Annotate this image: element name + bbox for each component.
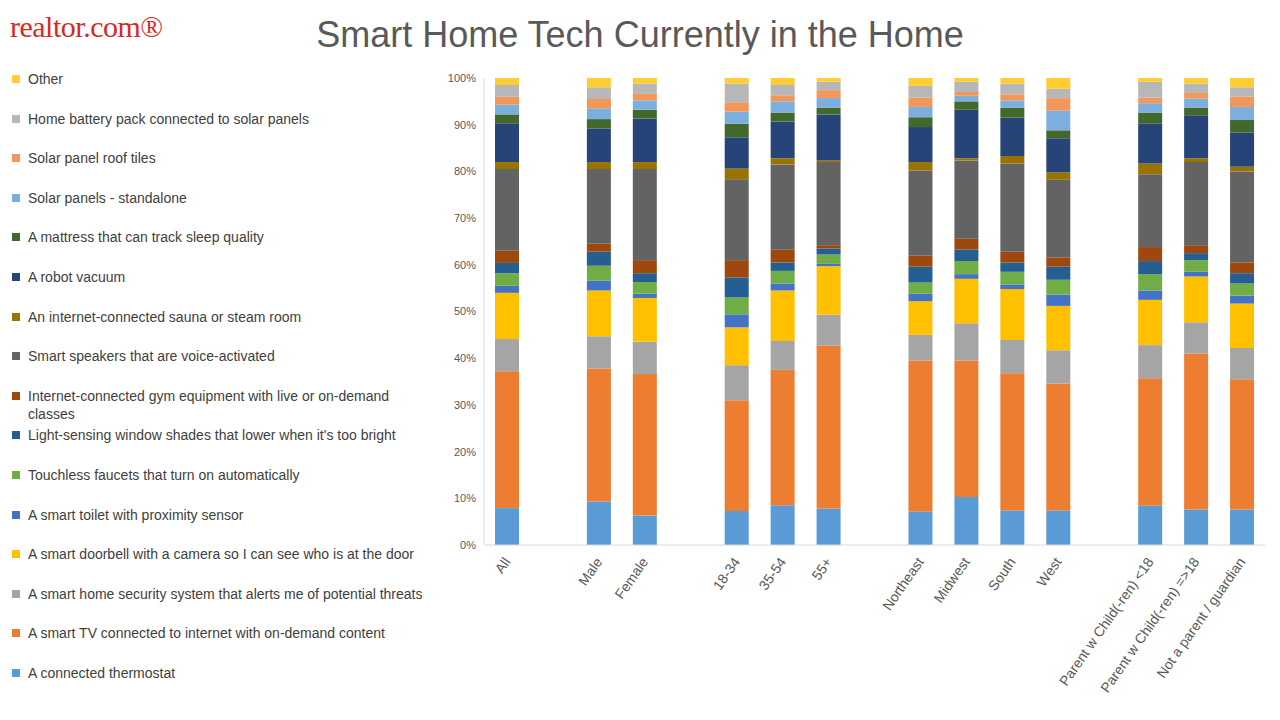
html-text:A smart doorbell with a camera: A smart doorbell with a camera so I can …: [28, 546, 414, 563]
svg-text:Male: Male: [575, 554, 606, 588]
svg-text:40%: 40%: [454, 352, 476, 364]
svg-text:80%: 80%: [454, 165, 476, 177]
html-text:A smart toilet with proximity: A smart toilet with proximity sensor: [28, 506, 244, 523]
svg-text:70%: 70%: [454, 212, 476, 224]
svg-text:10%: 10%: [454, 492, 476, 504]
html-text:An internet-connected sauna or: An internet-connected sauna or steam roo…: [28, 308, 302, 325]
html-text:Home battery pack connected to: Home battery pack connected to solar pan…: [28, 110, 309, 127]
svg-text:60%: 60%: [454, 259, 476, 271]
svg-text:Female: Female: [611, 554, 651, 602]
html-text:realtor.com®: realtor.com®: [10, 10, 163, 43]
svg-text:Parent w Child(-ren) =>18: Parent w Child(-ren) =>18: [1097, 554, 1203, 696]
html-text:Touchless faucets that turn on: Touchless faucets that turn on automatic…: [28, 467, 300, 483]
svg-text:100%: 100%: [448, 72, 476, 84]
html-text:A smart home security system t: A smart home security system that alerts…: [28, 585, 423, 602]
svg-text:Parent w Child(-ren) <18: Parent w Child(-ren) <18: [1055, 554, 1157, 689]
svg-text:18-34: 18-34: [710, 554, 744, 593]
svg-text:30%: 30%: [454, 399, 476, 411]
html-text:Smart Home Tech Currently in t: Smart Home Tech Currently in the Home: [316, 14, 964, 55]
html-text:Solar panel roof tiles: Solar panel roof tiles: [28, 150, 156, 167]
html-text:Light-sensing window shades th: Light-sensing window shades that lower w…: [28, 427, 396, 444]
html-text:Smart speakers that are voice-: Smart speakers that are voice-activated: [28, 348, 275, 365]
html-text:A smart TV connected to intern: A smart TV connected to internet with on…: [28, 625, 385, 642]
html-text:Solar panels - standalone: Solar panels - standalone: [28, 189, 187, 206]
svg-text:All: All: [491, 554, 513, 576]
svg-text:90%: 90%: [454, 119, 476, 131]
svg-text:West: West: [1033, 554, 1064, 589]
svg-text:Not a parent / guardian: Not a parent / guardian: [1153, 554, 1248, 680]
svg-text:35-54: 35-54: [755, 554, 789, 593]
svg-text:55+: 55+: [808, 554, 835, 583]
svg-text:South: South: [985, 554, 1019, 593]
svg-text:50%: 50%: [454, 305, 476, 317]
svg-text:Northeast: Northeast: [879, 554, 927, 613]
svg-text:0%: 0%: [460, 539, 476, 551]
svg-text:20%: 20%: [454, 446, 476, 458]
html-text:A connected thermostat: A connected thermostat: [28, 665, 176, 681]
html-text:Internet-connected gym equipme: Internet-connected gym equipment with li…: [28, 387, 390, 422]
svg-text:Midwest: Midwest: [930, 554, 973, 605]
html-text:A mattress that can track slee: A mattress that can track sleep quality: [28, 229, 264, 246]
html-text:Other: Other: [28, 71, 63, 87]
html-text:A robot vacuum: A robot vacuum: [28, 269, 126, 285]
